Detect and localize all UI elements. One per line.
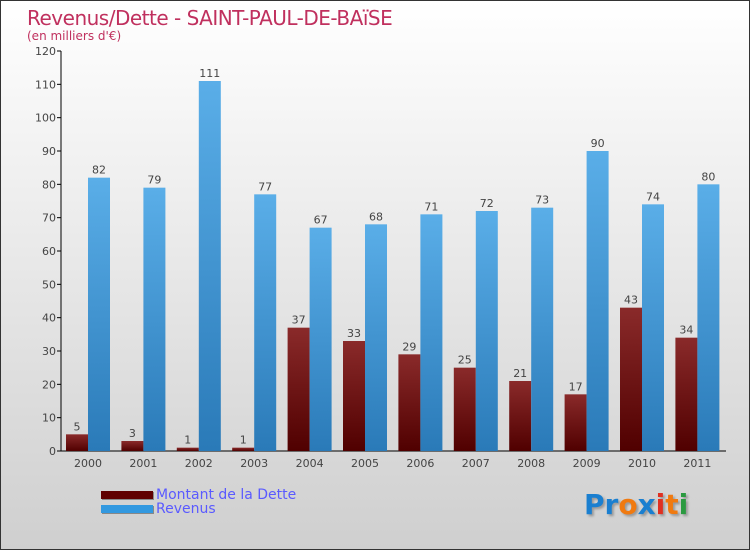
x-tick-label: 2004 (296, 457, 324, 470)
x-tick-label: 2006 (406, 457, 434, 470)
y-tick-label: 60 (42, 245, 56, 258)
data-label: 67 (314, 214, 328, 227)
bar-revenue (475, 211, 498, 451)
data-label: 74 (646, 190, 660, 203)
data-label: 17 (569, 380, 583, 393)
data-label: 79 (147, 174, 161, 187)
logo-letter: t (665, 488, 679, 521)
y-tick-label: 40 (42, 312, 56, 325)
data-label: 71 (424, 200, 438, 213)
bar-revenue (88, 177, 110, 451)
bar-revenue (531, 207, 554, 451)
logo-letter: i (655, 488, 666, 521)
y-tick-label: 10 (42, 412, 56, 425)
x-tick-label: 2009 (573, 457, 601, 470)
legend-item-debt: Montant de la Dette (101, 487, 296, 503)
legend-item-revenue: Revenus (101, 501, 216, 517)
data-label: 3 (129, 427, 136, 440)
data-label: 25 (458, 354, 472, 367)
logo-letter: o (618, 488, 638, 521)
x-tick-label: 2011 (683, 457, 711, 470)
x-tick-label: 2010 (628, 457, 656, 470)
bar-revenue (309, 227, 332, 451)
bar-debt (675, 337, 698, 451)
logo-letter: x (637, 488, 656, 521)
data-label: 34 (679, 324, 693, 337)
logo-letter: r (604, 488, 619, 521)
bar-debt (66, 434, 88, 451)
y-tick-label: 90 (42, 145, 56, 158)
bar-debt (287, 327, 310, 451)
y-tick-label: 120 (35, 45, 56, 58)
logo-letter: P (584, 488, 605, 521)
data-label: 1 (184, 434, 191, 447)
data-label: 80 (701, 170, 715, 183)
bar-debt (620, 307, 642, 451)
y-tick-label: 110 (35, 78, 56, 91)
x-tick-label: 2005 (351, 457, 379, 470)
data-label: 43 (624, 294, 638, 307)
bar-revenue (143, 187, 166, 451)
bar-revenue (586, 151, 609, 451)
bar-debt (343, 341, 365, 451)
bar-debt (176, 447, 199, 451)
bar-debt (509, 381, 532, 451)
data-label: 82 (92, 164, 106, 177)
bar-revenue (254, 194, 277, 452)
bar-revenue (198, 81, 221, 451)
x-tick-label: 2002 (185, 457, 213, 470)
y-tick-label: 0 (49, 445, 56, 458)
data-label: 72 (480, 197, 494, 210)
bar-debt (121, 441, 144, 451)
x-tick-label: 2003 (240, 457, 268, 470)
data-label: 73 (535, 194, 549, 207)
data-label: 68 (369, 210, 383, 223)
data-label: 21 (513, 367, 527, 380)
legend-swatch-debt (101, 491, 153, 499)
y-tick-label: 50 (42, 278, 56, 291)
bar-revenue (642, 204, 664, 451)
x-tick-label: 2008 (517, 457, 545, 470)
y-tick-label: 100 (35, 112, 56, 125)
data-label: 77 (258, 180, 272, 193)
bar-debt (398, 354, 421, 451)
data-label: 29 (402, 340, 416, 353)
y-tick-label: 20 (42, 378, 56, 391)
legend-swatch-revenue (101, 505, 153, 513)
logo-letter: i (678, 488, 689, 521)
proxiti-logo: Proxiti (584, 488, 688, 521)
data-label: 90 (591, 137, 605, 150)
bar-debt (232, 447, 255, 451)
data-label: 1 (240, 434, 247, 447)
data-label: 37 (292, 314, 306, 327)
chart-title: Revenus/Dette - SAINT-PAUL-DE-BAïSE (27, 6, 393, 30)
legend-label-debt: Montant de la Dette (156, 487, 297, 503)
data-label: 111 (199, 67, 220, 80)
bar-debt (453, 367, 476, 451)
bar-revenue (420, 214, 443, 451)
bar-revenue (697, 184, 720, 452)
y-tick-label: 80 (42, 178, 56, 191)
y-tick-label: 30 (42, 345, 56, 358)
y-tick-label: 70 (42, 212, 56, 225)
data-label: 33 (347, 327, 361, 340)
x-tick-label: 2000 (74, 457, 102, 470)
data-label: 5 (74, 420, 81, 433)
bar-debt (564, 394, 587, 451)
bar-revenue (365, 224, 387, 451)
x-tick-label: 2001 (129, 457, 157, 470)
chart-subtitle: (en milliers d'€) (27, 29, 122, 43)
legend-label-revenue: Revenus (156, 501, 216, 517)
x-tick-label: 2007 (462, 457, 490, 470)
